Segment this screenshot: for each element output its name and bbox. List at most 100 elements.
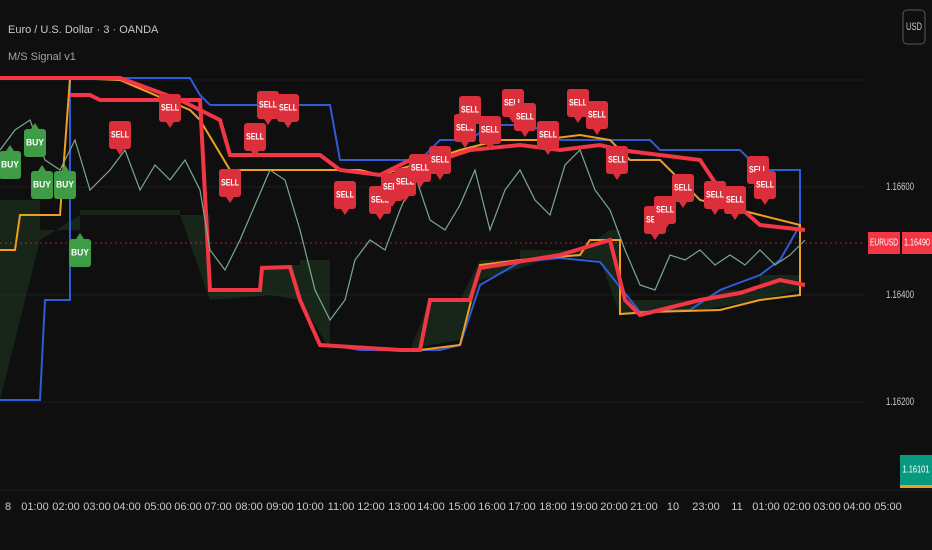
- signal-pointer: [376, 214, 384, 220]
- time-label: 18:00: [539, 501, 567, 513]
- signal-box: [0, 151, 21, 179]
- time-label: 14:00: [417, 501, 445, 513]
- sell-signal: SELL: [654, 196, 676, 230]
- other-price-text: 1.16101: [903, 465, 930, 476]
- time-label: 09:00: [266, 501, 294, 513]
- signal-text: SELL: [674, 182, 692, 192]
- signal-text: SELL: [221, 177, 239, 187]
- sell-signal: SELL: [334, 181, 356, 215]
- signal-text: SELL: [726, 194, 744, 204]
- time-label: 07:00: [204, 501, 232, 513]
- signal-pointer: [679, 202, 687, 208]
- signal-pointer: [521, 131, 529, 137]
- signal-text: SELL: [279, 102, 297, 112]
- symbol-title: Euro / U.S. Dollar · 3 · OANDA: [8, 24, 159, 36]
- sell-signal: SELL: [537, 121, 559, 155]
- sell-signal: SELL: [109, 121, 131, 155]
- buy-signal: BUY: [31, 165, 53, 199]
- currency-label[interactable]: USD: [906, 21, 922, 33]
- signal-text: BUY: [33, 179, 51, 189]
- signal-pointer: [264, 119, 272, 125]
- signal-pointer: [166, 122, 174, 128]
- signal-box: [69, 239, 91, 267]
- time-label: 12:00: [357, 501, 385, 513]
- signal-pointer: [76, 233, 84, 239]
- sell-signal: SELL: [479, 116, 501, 150]
- time-label: 23:00: [692, 501, 720, 513]
- time-axis: 8 01:00 02:00 03:00 04:00 05:00 06:00 07:00 08:0…: [5, 501, 902, 513]
- currency-button[interactable]: [902, 9, 926, 45]
- signal-pointer: [574, 117, 582, 123]
- signal-box: [586, 101, 608, 129]
- signal-pointer: [651, 234, 659, 240]
- signal-pointer: [661, 224, 669, 230]
- signal-pointer: [613, 174, 621, 180]
- signal-text: SELL: [516, 111, 534, 121]
- signal-text: SELL: [539, 129, 557, 139]
- signal-text: BUY: [26, 137, 44, 147]
- symbol-tag-text: EURUSD: [870, 238, 898, 249]
- signal-text: SELL: [706, 189, 724, 199]
- signal-pointer: [401, 196, 409, 202]
- time-label: 11: [731, 501, 742, 513]
- lower-band-fill: [0, 200, 800, 400]
- signal-text: SELL: [504, 97, 522, 107]
- signal-text: SELL: [749, 164, 767, 174]
- signal-text: SELL: [756, 179, 774, 189]
- orange-tag: [900, 485, 932, 488]
- signal-text: SELL: [396, 176, 414, 186]
- signal-pointer: [226, 197, 234, 203]
- sell-signal: SELL: [672, 174, 694, 208]
- sell-signal: SELL: [409, 154, 431, 188]
- sell-signal: SELL: [244, 123, 266, 157]
- signal-pointer: [6, 145, 14, 151]
- symbol-tag: [868, 232, 900, 254]
- signal-box: [109, 121, 131, 149]
- signal-box: [704, 181, 726, 209]
- time-label: 06:00: [174, 501, 202, 513]
- signal-text: BUY: [56, 179, 74, 189]
- signal-box: [459, 96, 481, 124]
- time-label: 11:00: [328, 501, 355, 513]
- signal-text: SELL: [461, 104, 479, 114]
- signal-text: SELL: [569, 97, 587, 107]
- signal-box: [31, 171, 53, 199]
- signal-box: [257, 91, 279, 119]
- signal-pointer: [731, 214, 739, 220]
- time-label: 17:00: [508, 501, 536, 513]
- signal-pointer: [711, 209, 719, 215]
- signal-text: SELL: [259, 99, 277, 109]
- signal-box: [277, 94, 299, 122]
- signal-pointer: [486, 144, 494, 150]
- signal-pointer: [341, 209, 349, 215]
- sell-signal: SELL: [277, 94, 299, 128]
- signal-box: [514, 103, 536, 131]
- signal-pointer: [31, 123, 39, 129]
- time-label: 04:00: [113, 501, 141, 513]
- signal-pointer: [38, 165, 46, 171]
- time-label: 13:00: [388, 501, 416, 513]
- time-label: 04:00: [843, 501, 871, 513]
- signal-pointer: [416, 182, 424, 188]
- time-label: 01:00: [21, 501, 49, 513]
- buy-signal: BUY: [0, 145, 21, 179]
- sell-signal: SELL: [159, 94, 181, 128]
- signal-text: SELL: [656, 204, 674, 214]
- time-label: 15:00: [448, 501, 476, 513]
- signal-box: [219, 169, 241, 197]
- time-label: 8: [5, 501, 11, 513]
- price-label: 1.16600: [886, 181, 914, 193]
- sell-signal: SELL: [704, 181, 726, 215]
- signal-box: [537, 121, 559, 149]
- signal-text: SELL: [371, 194, 389, 204]
- signal-box: [24, 129, 46, 157]
- signal-pointer: [116, 149, 124, 155]
- time-label: 21:00: [630, 501, 658, 513]
- sell-signal: SELL: [459, 96, 481, 130]
- signal-text: BUY: [71, 247, 89, 257]
- price-axis: 1.16600 1.16400 1.16200: [886, 181, 914, 408]
- time-label: 20:00: [600, 501, 628, 513]
- signal-text: SELL: [111, 129, 129, 139]
